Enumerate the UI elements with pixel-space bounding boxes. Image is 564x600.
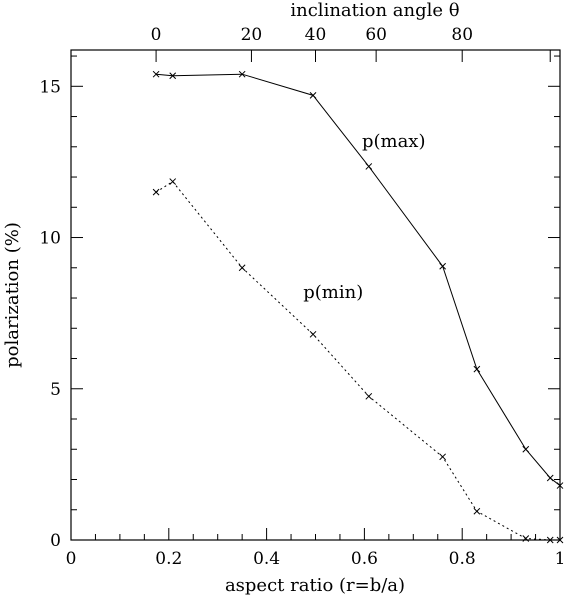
series-annotation: p(max)	[362, 131, 426, 152]
y-tick-label: 15	[39, 77, 61, 97]
x-tick-label: 0.6	[351, 549, 378, 569]
series-line-pmin	[155, 180, 560, 541]
axis-ticks	[70, 50, 561, 541]
top-tick-label: 60	[365, 25, 387, 45]
data-point	[309, 92, 317, 99]
data-point-stroke	[522, 535, 530, 542]
data-point	[439, 453, 446, 461]
x-tick-label: 0.2	[155, 549, 182, 569]
data-point-stroke	[152, 188, 160, 196]
x-tick-label: 0.8	[449, 549, 476, 569]
data-point	[152, 70, 160, 78]
data-point-stroke	[546, 536, 554, 544]
data-point	[309, 330, 317, 338]
data-point-stroke	[546, 474, 554, 482]
data-point	[169, 178, 177, 185]
data-point-stroke	[365, 392, 373, 400]
data-point-stroke	[522, 445, 530, 453]
series-group	[152, 70, 564, 544]
data-point	[238, 264, 246, 272]
data-point	[522, 445, 530, 453]
y-tick-label: 5	[50, 380, 61, 400]
y-axis-title: polarization (%)	[2, 222, 23, 368]
data-point-stroke	[238, 70, 246, 78]
top-tick-label: 0	[151, 25, 162, 45]
data-point	[473, 365, 481, 373]
data-point-stroke	[309, 92, 317, 99]
x-tick-label: 1	[555, 549, 564, 569]
data-point	[365, 392, 373, 400]
data-point-stroke	[365, 163, 373, 170]
data-point	[522, 535, 530, 542]
data-point-stroke	[169, 178, 177, 185]
series-line-pmax	[156, 73, 561, 486]
data-point-stroke	[309, 330, 317, 338]
data-point-stroke	[439, 262, 446, 270]
data-point-stroke	[169, 72, 177, 80]
data-point-stroke	[238, 264, 246, 272]
x-tick-label: 0.4	[253, 549, 280, 569]
data-point-stroke	[473, 365, 481, 373]
data-point	[473, 507, 481, 515]
data-point-stroke	[152, 70, 160, 78]
data-point	[152, 188, 160, 196]
annotations-group: p(max) p(min)	[303, 131, 425, 303]
data-point-stroke	[556, 482, 564, 489]
series-annotation: p(min)	[303, 282, 363, 303]
y-tick-label: 0	[50, 531, 61, 551]
top-tick-label: 20	[241, 25, 263, 45]
data-point	[546, 536, 554, 544]
data-point	[238, 70, 246, 78]
data-point	[556, 482, 564, 489]
top-axis-title: inclination angle θ	[290, 0, 459, 21]
data-point-stroke	[439, 453, 446, 461]
x-tick-label: 0	[66, 549, 77, 569]
data-point	[556, 536, 564, 544]
data-point	[365, 163, 373, 170]
data-point	[169, 72, 177, 80]
data-point-stroke	[556, 536, 564, 544]
top-tick-label: 80	[451, 25, 473, 45]
x-axis-title: aspect ratio (r=b/a)	[225, 575, 405, 596]
data-point-stroke	[473, 507, 481, 515]
data-point	[439, 262, 446, 270]
y-tick-label: 10	[39, 229, 61, 249]
data-point	[546, 474, 554, 482]
top-tick-label: 40	[305, 25, 327, 45]
